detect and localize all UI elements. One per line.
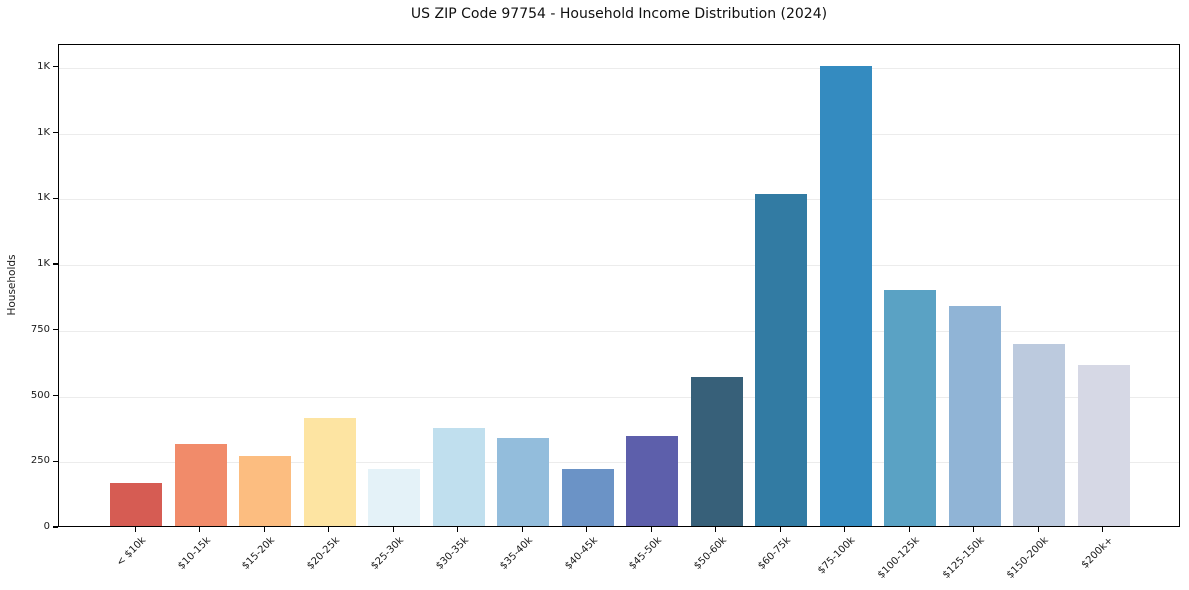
bar	[368, 468, 421, 526]
bar	[561, 469, 614, 526]
y-tick-label: 750	[30, 323, 50, 335]
x-tick-label: $125-150k	[940, 535, 987, 581]
x-tick-label: $15-20k	[240, 535, 278, 572]
x-tick-label: $200k+	[1079, 535, 1116, 571]
x-tick-mark	[779, 527, 781, 532]
y-tick-mark	[53, 263, 58, 265]
chart-title: US ZIP Code 97754 - Household Income Dis…	[410, 6, 828, 22]
x-tick-mark	[199, 527, 201, 532]
bar	[755, 194, 808, 526]
plot-area	[58, 44, 1180, 527]
gridline	[59, 67, 1179, 69]
gridline	[59, 199, 1179, 201]
x-tick-label: $35-40k	[498, 535, 536, 572]
bar	[626, 435, 679, 526]
x-tick-label: $50-60k	[691, 535, 729, 572]
y-tick-label: 250	[30, 455, 50, 467]
gridline	[59, 265, 1179, 267]
bar	[1013, 344, 1066, 526]
gridline	[59, 396, 1179, 398]
x-tick-mark	[521, 527, 523, 532]
y-tick-mark	[53, 526, 58, 528]
gridline	[59, 330, 1179, 332]
x-tick-mark	[586, 527, 588, 532]
x-tick-mark	[457, 527, 459, 532]
y-tick-label: 1K	[37, 258, 50, 270]
bar	[432, 427, 485, 526]
x-tick-mark	[908, 527, 910, 532]
bar	[819, 65, 872, 526]
y-tick-mark	[53, 329, 58, 331]
x-tick-mark	[328, 527, 330, 532]
y-tick-mark	[53, 460, 58, 462]
y-tick-mark	[53, 394, 58, 397]
y-tick-label: 1K	[37, 126, 50, 138]
y-tick-label: 1K	[37, 192, 50, 204]
x-tick-label: $25-30k	[369, 535, 407, 572]
bar	[497, 437, 550, 526]
x-tick-mark	[844, 527, 846, 532]
x-tick-mark	[715, 527, 717, 532]
x-tick-label: $30-35k	[433, 535, 471, 572]
x-tick-mark	[392, 527, 394, 532]
gridline	[59, 133, 1179, 135]
gridline	[59, 462, 1179, 464]
bar	[690, 377, 743, 526]
bar	[948, 306, 1001, 526]
y-tick-label: 1K	[37, 60, 50, 72]
x-tick-label: < $10k	[114, 535, 149, 569]
x-tick-label: $45-50k	[627, 535, 665, 572]
bar	[303, 417, 356, 526]
x-tick-label: $40-45k	[562, 535, 600, 572]
y-tick-label: 500	[30, 389, 50, 401]
y-tick-mark	[53, 132, 58, 134]
y-tick-label: 0	[43, 521, 50, 532]
x-tick-mark	[263, 527, 265, 532]
bar	[884, 289, 937, 526]
x-tick-label: $20-25k	[304, 535, 342, 572]
x-tick-label: $10-15k	[175, 535, 213, 572]
x-tick-label: $75-100k	[816, 535, 858, 577]
x-tick-mark	[973, 527, 975, 532]
bar	[239, 455, 292, 526]
x-tick-label: $60-75k	[756, 535, 794, 572]
bar	[174, 443, 227, 526]
y-tick-mark	[53, 66, 58, 68]
bar	[1077, 364, 1130, 526]
x-tick-mark	[1037, 527, 1039, 532]
x-tick-mark	[1102, 527, 1104, 532]
x-tick-mark	[650, 527, 652, 532]
x-tick-label: $150-200k	[1005, 535, 1052, 581]
bar	[110, 483, 163, 526]
x-tick-mark	[134, 527, 136, 532]
y-tick-mark	[53, 197, 58, 199]
x-tick-label: $100-125k	[876, 535, 923, 581]
